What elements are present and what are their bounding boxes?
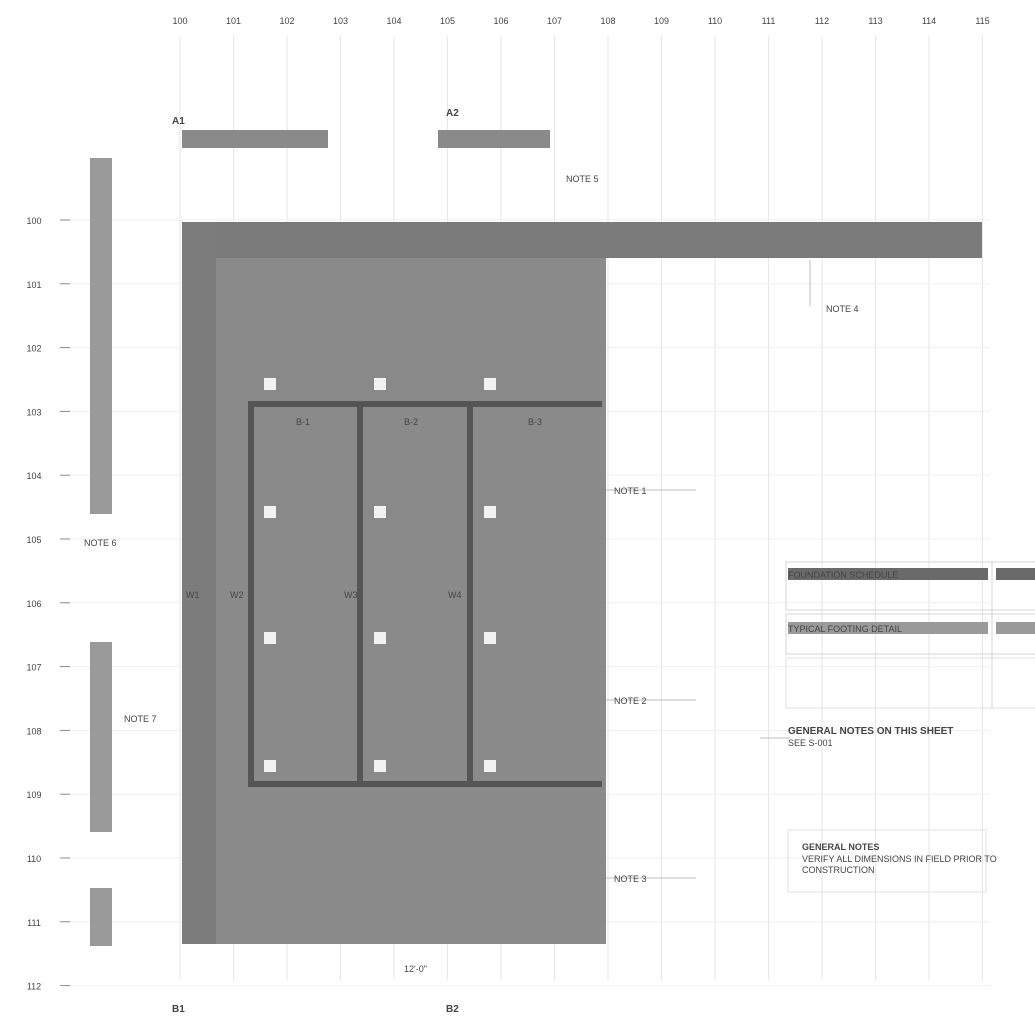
column-label: 114 bbox=[922, 16, 936, 26]
section-mark-b2: B2 bbox=[446, 1004, 459, 1015]
column-label: 111 bbox=[762, 16, 776, 26]
schedule-table bbox=[785, 561, 1035, 709]
elevation-bar-bottom bbox=[90, 888, 112, 946]
elevation-bar-top bbox=[90, 158, 112, 514]
column-label: 106 bbox=[493, 16, 508, 26]
anchor-point bbox=[374, 760, 386, 772]
row-label: 111 bbox=[27, 918, 41, 928]
wall-frame bbox=[248, 401, 602, 787]
row-label: 110 bbox=[27, 854, 41, 864]
top-beam bbox=[182, 222, 982, 258]
column-label: 104 bbox=[386, 16, 401, 26]
row-label: 103 bbox=[26, 407, 41, 417]
column-label: 108 bbox=[600, 16, 615, 26]
anchor-point bbox=[264, 760, 276, 772]
column-label: 105 bbox=[440, 16, 455, 26]
beam-tag: B-1 bbox=[296, 417, 310, 427]
column-label: 113 bbox=[868, 16, 882, 26]
row-label: 107 bbox=[26, 663, 41, 673]
row-label: 104 bbox=[26, 471, 41, 481]
note-3: NOTE 3 bbox=[614, 874, 647, 884]
anchor-point bbox=[484, 632, 496, 644]
beam-tag: B-2 bbox=[404, 417, 418, 427]
anchor-point bbox=[484, 760, 496, 772]
column-label: 103 bbox=[333, 16, 348, 26]
row-label: 109 bbox=[26, 790, 41, 800]
wall-label: W4 bbox=[448, 590, 462, 600]
anchor-point bbox=[264, 632, 276, 644]
note-box-title: GENERAL NOTES bbox=[802, 842, 879, 852]
slab bbox=[182, 222, 606, 944]
anchor-point bbox=[484, 506, 496, 518]
anchor-point bbox=[374, 506, 386, 518]
note-1: NOTE 1 bbox=[614, 486, 647, 496]
column-label: 109 bbox=[654, 16, 669, 26]
section-mark-a2: A2 bbox=[446, 108, 459, 119]
row-label: 105 bbox=[26, 535, 41, 545]
elevation-bar-middle bbox=[90, 642, 112, 832]
section-mark-b1: B1 bbox=[172, 1004, 185, 1015]
note-4: NOTE 4 bbox=[826, 304, 859, 314]
leader-lines bbox=[606, 260, 811, 879]
row-label: 101 bbox=[26, 280, 41, 290]
schedule-caption: GENERAL NOTES ON THIS SHEET bbox=[788, 726, 953, 737]
column-label: 101 bbox=[226, 16, 241, 26]
row-labels: 100 101 102 103 104 105 106 107 108 109 110 111 112 bbox=[26, 216, 70, 992]
note-box-line1: VERIFY ALL DIMENSIONS IN FIELD PRIOR TO bbox=[802, 854, 997, 864]
note-box-line2: CONSTRUCTION bbox=[802, 865, 875, 875]
left-strip bbox=[182, 222, 216, 944]
anchor-point bbox=[374, 632, 386, 644]
row-label: 106 bbox=[26, 599, 41, 609]
note-box bbox=[787, 829, 987, 893]
beam-tags: B-1 B-2 B-3 bbox=[296, 417, 542, 427]
header-bar-left bbox=[182, 130, 328, 148]
anchor-point bbox=[484, 378, 496, 390]
note-6: NOTE 6 bbox=[84, 538, 117, 548]
column-label: 102 bbox=[279, 16, 294, 26]
anchor-point bbox=[264, 506, 276, 518]
wall-labels: W1 W2 W3 W4 bbox=[186, 590, 462, 600]
column-label: 115 bbox=[975, 16, 989, 26]
column-label: 107 bbox=[547, 16, 562, 26]
row-label: 102 bbox=[26, 344, 41, 354]
header-bar-right bbox=[438, 130, 550, 148]
anchor-point bbox=[374, 378, 386, 390]
schedule-caption-sub: SEE S-001 bbox=[788, 738, 833, 748]
section-mark-a1: A1 bbox=[172, 116, 185, 127]
beam-tag: B-3 bbox=[528, 417, 542, 427]
bottom-dimension: 12'-0" bbox=[404, 964, 427, 974]
anchor-points bbox=[264, 378, 496, 772]
note-7: NOTE 7 bbox=[124, 714, 157, 724]
anchor-point bbox=[264, 378, 276, 390]
column-label: 112 bbox=[815, 16, 829, 26]
row-label: 112 bbox=[27, 982, 41, 992]
schedule-sub: TYPICAL FOOTING DETAIL bbox=[788, 624, 902, 634]
column-labels: 100 101 102 103 104 105 106 107 108 109 110 111 112 1… bbox=[172, 16, 990, 52]
wall-label: W3 bbox=[344, 590, 358, 600]
column-label: 100 bbox=[172, 16, 187, 26]
column-label: 110 bbox=[708, 16, 722, 26]
note-2: NOTE 2 bbox=[614, 696, 647, 706]
note-5: NOTE 5 bbox=[566, 174, 599, 184]
wall-label: W1 bbox=[186, 590, 200, 600]
wall-label: W2 bbox=[230, 590, 244, 600]
row-label: 108 bbox=[26, 726, 41, 736]
schedule-header: FOUNDATION SCHEDULE bbox=[788, 570, 898, 580]
row-label: 100 bbox=[26, 216, 41, 226]
